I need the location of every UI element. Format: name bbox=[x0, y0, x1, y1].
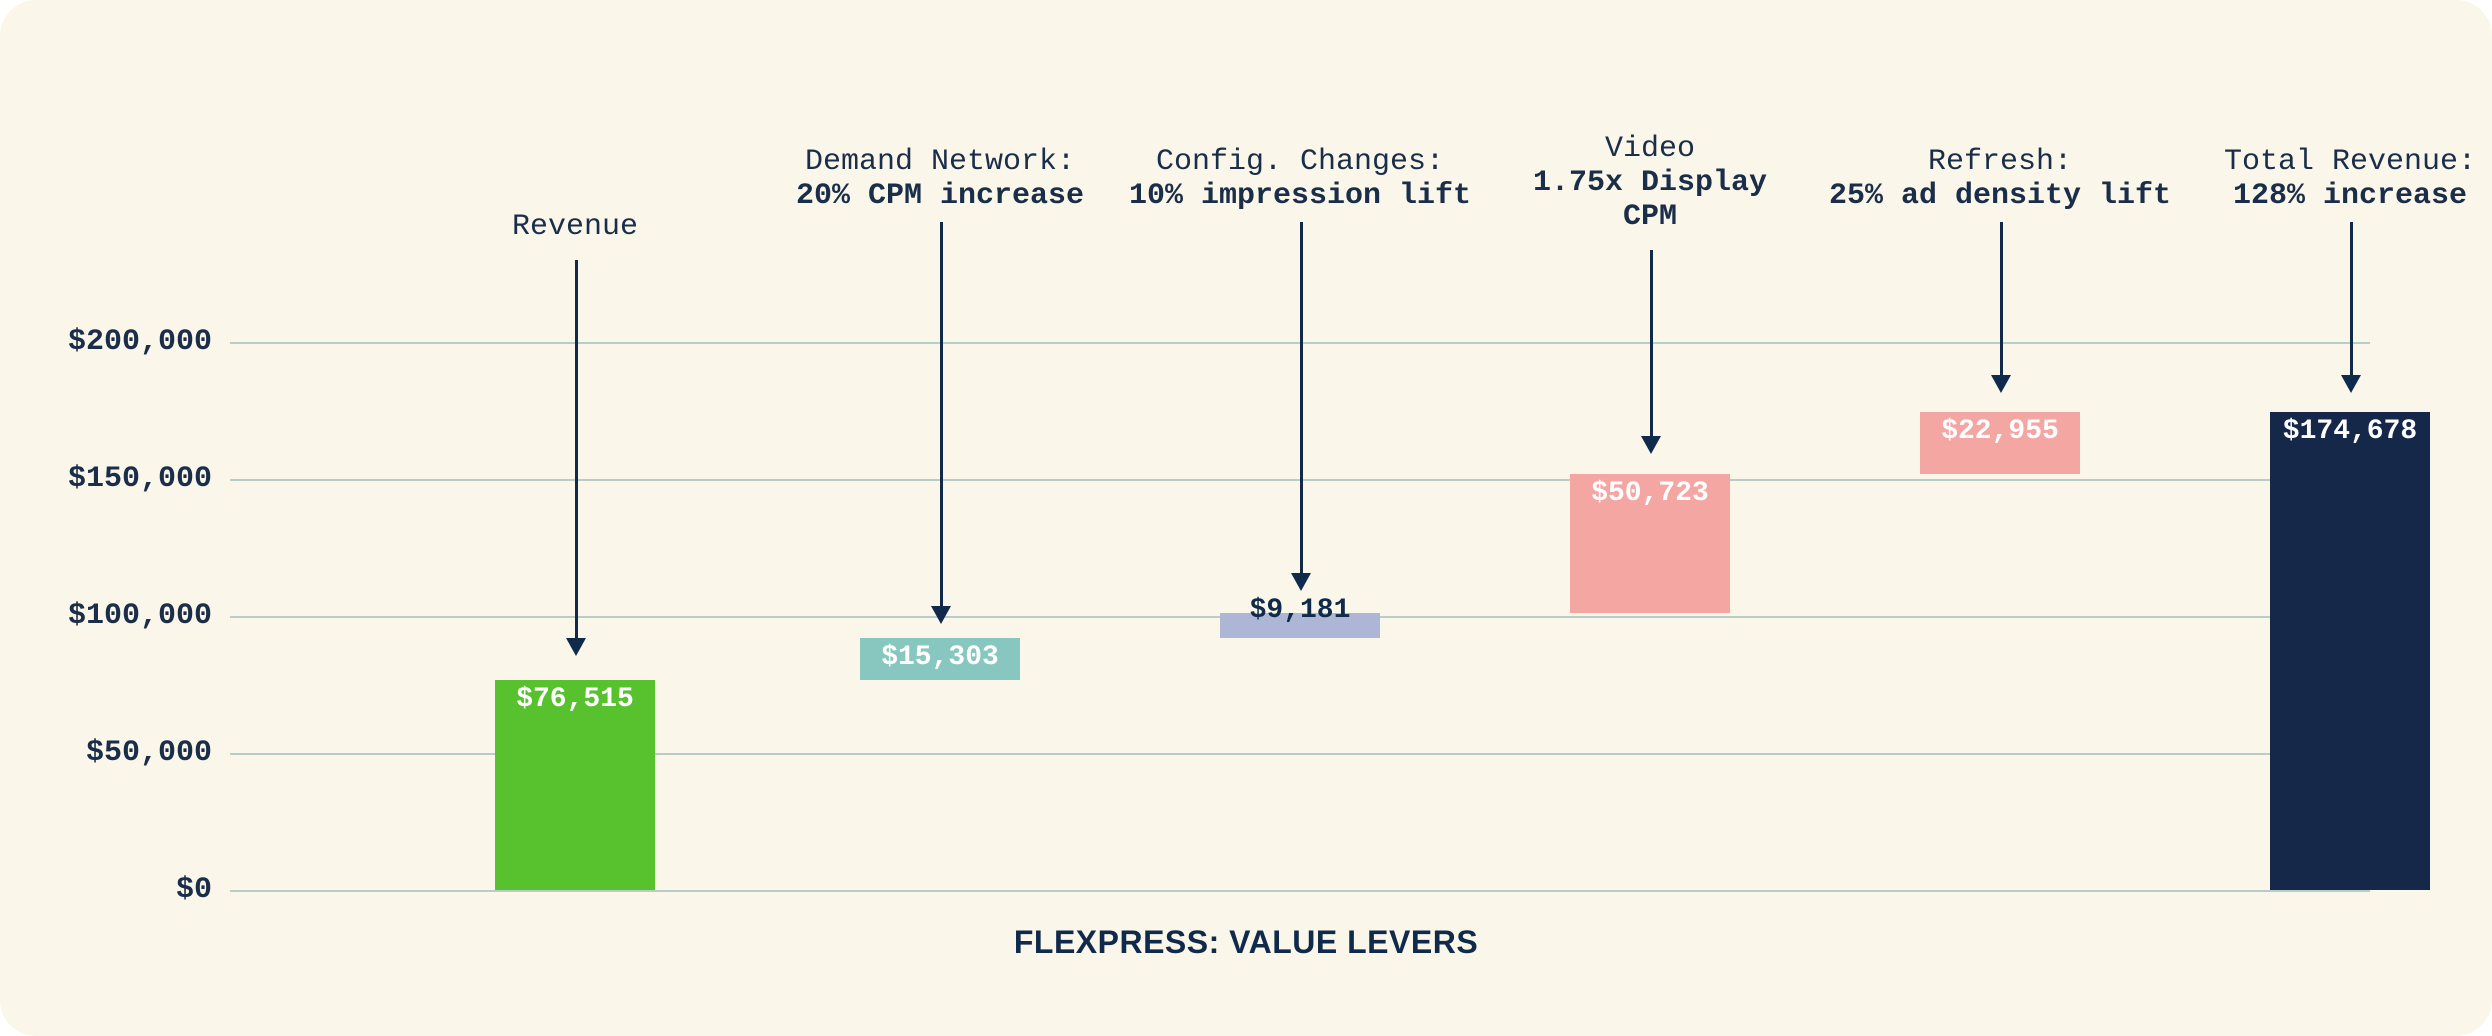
arrow-head-video bbox=[1641, 436, 1661, 454]
annotation-line1: Revenue bbox=[512, 210, 638, 244]
annotation-line2: 20% CPM increase bbox=[796, 179, 1084, 213]
arrow-line-demand-network bbox=[940, 222, 943, 606]
arrow-head-total bbox=[2341, 375, 2361, 393]
annotation-line1: Config. Changes: bbox=[1129, 145, 1471, 179]
annotation-line2: 128% increase bbox=[2224, 179, 2476, 213]
annotation-demand-network: Demand Network:20% CPM increase bbox=[796, 145, 1084, 213]
y-tick-label: $150,000 bbox=[68, 462, 240, 496]
annotation-line2: 10% impression lift bbox=[1129, 179, 1471, 213]
arrow-head-config-changes bbox=[1291, 573, 1311, 591]
bar-value-video: $50,723 bbox=[1591, 478, 1709, 509]
arrow-head-demand-network bbox=[931, 606, 951, 624]
chart-caption: FLEXPRESS: VALUE LEVERS bbox=[1014, 924, 1478, 961]
annotation-config-changes: Config. Changes:10% impression lift bbox=[1129, 145, 1471, 213]
bar-value-refresh: $22,955 bbox=[1941, 416, 2059, 447]
bar-value-total: $174,678 bbox=[2283, 416, 2417, 447]
annotation-revenue: Revenue bbox=[512, 210, 638, 244]
arrow-head-refresh bbox=[1991, 375, 2011, 393]
annotation-line1: Refresh: bbox=[1829, 145, 2171, 179]
annotation-total: Total Revenue:128% increase bbox=[2224, 145, 2476, 213]
annotation-refresh: Refresh:25% ad density lift bbox=[1829, 145, 2171, 213]
bar-total bbox=[2270, 412, 2430, 890]
y-tick-label: $50,000 bbox=[86, 736, 240, 770]
annotation-line3: CPM bbox=[1533, 200, 1767, 234]
y-tick-label: $100,000 bbox=[68, 599, 240, 633]
arrow-line-config-changes bbox=[1300, 222, 1303, 573]
annotation-line1: Total Revenue: bbox=[2224, 145, 2476, 179]
arrow-line-video bbox=[1650, 250, 1653, 436]
annotation-line1: Video bbox=[1533, 132, 1767, 166]
bar-value-demand-network: $15,303 bbox=[881, 642, 999, 673]
y-tick-label: $0 bbox=[176, 873, 240, 907]
arrow-line-revenue bbox=[575, 260, 578, 638]
baseline bbox=[230, 890, 2370, 892]
y-tick-label: $200,000 bbox=[68, 325, 240, 359]
annotation-line1: Demand Network: bbox=[796, 145, 1084, 179]
bar-value-config-changes: $9,181 bbox=[1250, 595, 1351, 626]
arrow-head-revenue bbox=[566, 638, 586, 656]
annotation-line2: 25% ad density lift bbox=[1829, 179, 2171, 213]
chart-card: $0 $50,000 $100,000 $150,000 $200,000 $76,515… bbox=[0, 0, 2492, 1036]
annotation-video: Video1.75x DisplayCPM bbox=[1533, 132, 1767, 234]
arrow-line-refresh bbox=[2000, 222, 2003, 375]
arrow-line-total bbox=[2350, 222, 2353, 375]
bar-value-revenue: $76,515 bbox=[516, 684, 634, 715]
annotation-line2: 1.75x Display bbox=[1533, 166, 1767, 200]
